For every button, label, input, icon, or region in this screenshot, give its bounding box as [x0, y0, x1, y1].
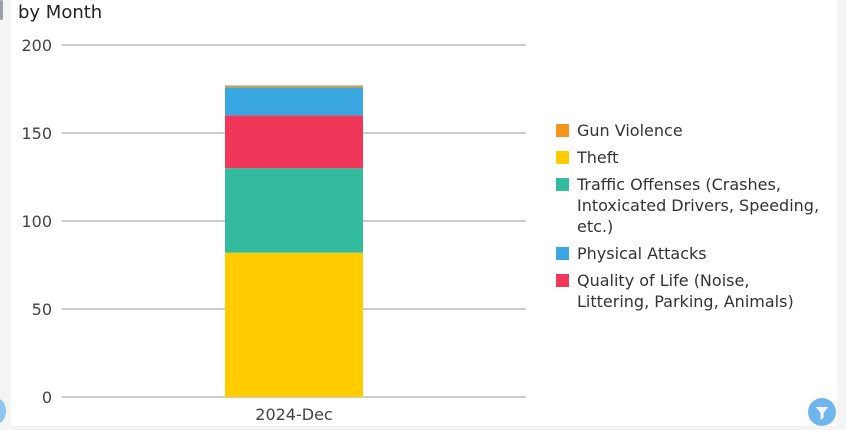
legend-label: Traffic Offenses (Crashes, Intoxicated D…: [577, 175, 820, 236]
legend-label: Theft: [577, 148, 619, 167]
filter-button[interactable]: [808, 398, 836, 426]
bar-segment: [225, 87, 363, 116]
chart-legend: Gun Violence Theft Traffic Offenses (Crash…: [556, 120, 826, 318]
y-tick-label: 50: [32, 300, 52, 319]
x-tick-label: 2024-Dec: [255, 405, 332, 424]
legend-swatch: [556, 247, 569, 260]
bar-segment: [225, 115, 363, 169]
y-tick-label: 0: [42, 388, 52, 407]
legend-item[interactable]: Traffic Offenses (Crashes, Intoxicated D…: [556, 174, 826, 237]
y-tick-label: 200: [21, 36, 52, 55]
chart-title: by Month: [18, 2, 103, 23]
legend-item[interactable]: Gun Violence: [556, 120, 826, 141]
legend-label: Quality of Life (Noise, Littering, Parki…: [577, 271, 794, 311]
legend-item[interactable]: Theft: [556, 147, 826, 168]
bar-segment: [225, 85, 363, 88]
legend-swatch: [556, 151, 569, 164]
legend-swatch: [556, 274, 569, 287]
legend-item[interactable]: Quality of Life (Noise, Littering, Parki…: [556, 270, 826, 312]
y-tick-label: 150: [21, 124, 52, 143]
chart-panel: [11, 0, 837, 426]
filter-icon: [816, 407, 828, 420]
edge-button[interactable]: [0, 398, 6, 424]
bar-segment: [225, 252, 363, 397]
bar-segment: [225, 168, 363, 253]
legend-item[interactable]: Physical Attacks: [556, 243, 826, 264]
legend-label: Physical Attacks: [577, 244, 707, 263]
legend-label: Gun Violence: [577, 121, 683, 140]
legend-swatch: [556, 178, 569, 191]
legend-swatch: [556, 124, 569, 137]
edge-bar: [0, 0, 3, 20]
y-tick-label: 100: [21, 212, 52, 231]
